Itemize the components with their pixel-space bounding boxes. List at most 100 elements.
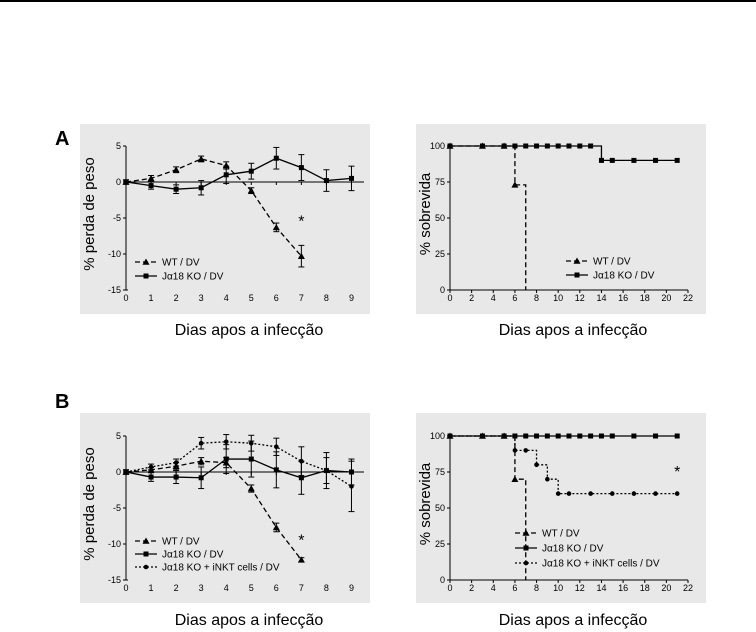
x-tick-label: 20 (661, 583, 671, 593)
series-line (125, 460, 302, 561)
x-tick-label: 3 (199, 293, 204, 303)
y-tick-label: 100 (430, 431, 445, 441)
x-tick-label: 8 (534, 583, 539, 593)
x-tick-label: 4 (224, 583, 229, 593)
data-point (247, 485, 255, 492)
data-point (631, 433, 637, 439)
chart-B-weight: -15 -10 -5 0 5 0 1 2 3 4 5 6 7 8 9 Dias apos a infecção… (80, 413, 370, 629)
legend: WT / DV Jα18 KO / DV Jα18 KO + iNKT cells … (515, 529, 660, 570)
data-point (198, 475, 204, 481)
legend-swatch-marker (143, 273, 149, 279)
data-point (577, 433, 583, 439)
data-point (272, 223, 280, 231)
chart-background (416, 124, 706, 314)
x-tick-label: 2 (174, 583, 179, 593)
data-point (172, 166, 180, 173)
x-tick-label: 1 (149, 293, 154, 303)
legend-label: Jα18 KO / DV (593, 271, 655, 282)
y-tick-label: -15 (108, 575, 121, 585)
panel-label-b: B (55, 391, 70, 413)
x-axis-title: Dias apos a infecção (175, 612, 324, 629)
data-point (566, 433, 572, 439)
data-point (566, 491, 572, 496)
y-tick-label: 75 (435, 177, 445, 187)
legend-swatch-marker (522, 529, 530, 536)
x-tick-label: 0 (123, 293, 128, 303)
x-tick-label: 0 (447, 293, 452, 303)
series-line (125, 158, 302, 257)
data-point (653, 491, 658, 496)
data-point (501, 143, 507, 149)
legend-label: WT / DV (542, 529, 580, 540)
legend-swatch-marker (143, 564, 149, 570)
data-point (123, 179, 129, 185)
y-tick-label: 0 (440, 575, 445, 585)
x-tick-label: 2 (469, 293, 474, 303)
data-point (323, 178, 329, 184)
data-point (272, 523, 280, 531)
y-tick-label: 25 (435, 249, 445, 259)
y-tick-label: 25 (435, 539, 445, 549)
data-point (148, 464, 154, 470)
legend-swatch-marker (574, 272, 580, 278)
x-tick-label: 4 (491, 583, 496, 593)
top-rule (0, 0, 756, 2)
x-tick-label: 6 (274, 293, 279, 303)
x-axis-title: Dias apos a infecção (175, 322, 324, 339)
chart-A-weight: -15 -10 -5 0 5 0 1 2 3 4 5 6 7 8 9 Dias apos a infecção… (80, 124, 370, 339)
data-point (223, 439, 229, 445)
data-point (248, 456, 254, 462)
data-point (447, 433, 453, 439)
data-point (674, 491, 680, 496)
x-tick-label: 6 (512, 583, 517, 593)
y-tick-label: 5 (116, 141, 121, 151)
series-line (125, 458, 352, 479)
data-point (544, 143, 550, 149)
data-point (555, 143, 561, 149)
legend-label: Jα18 KO + iNKT cells / DV (542, 559, 660, 570)
y-axis-title: % sobrevida (417, 172, 434, 255)
data-point (298, 165, 304, 171)
y-tick-label: 0 (440, 285, 445, 295)
data-point (123, 469, 129, 475)
data-point (223, 172, 229, 178)
data-point (534, 143, 540, 149)
data-point (479, 143, 485, 149)
x-tick-label: 8 (324, 583, 329, 593)
y-tick-label: 50 (435, 503, 445, 513)
data-point (148, 474, 154, 480)
x-tick-label: 12 (575, 583, 585, 593)
data-point (501, 433, 507, 439)
legend-swatch-marker (142, 537, 150, 544)
y-tick-label: -10 (108, 249, 121, 259)
data-point (674, 433, 680, 439)
data-point (349, 484, 354, 489)
data-point (555, 491, 561, 496)
x-tick-label: 3 (199, 583, 204, 593)
data-point (555, 433, 561, 439)
x-tick-label: 0 (447, 583, 452, 593)
x-tick-label: 16 (618, 293, 628, 303)
series-line (450, 435, 678, 495)
data-point (348, 175, 354, 181)
x-tick-label: 8 (324, 293, 329, 303)
data-point (588, 491, 593, 496)
y-tick-label: 0 (116, 177, 121, 187)
x-tick-label: 2 (469, 583, 474, 593)
data-point (545, 476, 550, 482)
legend-swatch-marker (523, 545, 529, 551)
data-point (299, 458, 304, 464)
data-point (511, 475, 519, 482)
series-line (125, 441, 352, 487)
data-point (534, 462, 539, 468)
data-point (198, 185, 204, 191)
data-point (588, 143, 594, 149)
legend-label: Jα18 KO / DV (162, 550, 224, 561)
data-point (631, 491, 637, 496)
data-point (222, 161, 230, 169)
data-point (173, 460, 179, 465)
data-point (297, 556, 305, 563)
x-tick-label: 20 (661, 293, 671, 303)
x-tick-label: 9 (349, 293, 354, 303)
legend-label: WT / DV (162, 258, 200, 269)
